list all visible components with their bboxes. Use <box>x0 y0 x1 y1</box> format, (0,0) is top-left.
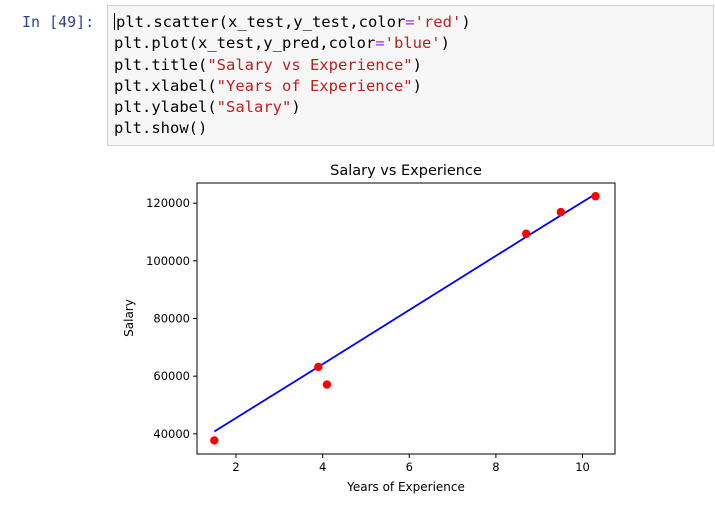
scatter-point <box>522 229 531 238</box>
code-line: plt.xlabel("Years of Experience") <box>114 77 422 95</box>
cell-output: Salary vs Experience 40000 60000 80000 1000… <box>107 150 667 500</box>
code-token: plt.show() <box>114 119 208 138</box>
code-token: = <box>375 34 385 53</box>
code-token: plt.plot(x_test,y_pred,color <box>114 34 376 53</box>
y-axis-label: Salary <box>122 299 136 337</box>
scatter-point <box>210 436 219 445</box>
regression-line-path <box>213 193 596 433</box>
code-editor[interactable]: plt.scatter(x_test,y_test,color='red') p… <box>114 12 471 140</box>
plot-frame <box>196 182 616 455</box>
text-cursor <box>114 13 115 30</box>
code-line: plt.plot(x_test,y_pred,color='blue') <box>114 34 450 52</box>
cell-prompt: In [49]: <box>22 13 95 31</box>
code-line: plt.title("Salary vs Experience") <box>114 56 422 74</box>
x-axis: 2 4 6 8 10 <box>232 454 590 474</box>
x-axis-label: Years of Experience <box>346 480 465 494</box>
code-token: ) <box>412 55 422 74</box>
y-tick-label: 80000 <box>153 312 190 326</box>
code-line: plt.show() <box>114 119 207 137</box>
code-token: plt.scatter(x_test,y_test,color <box>116 13 406 31</box>
code-token: plt.xlabel( <box>114 76 217 95</box>
code-token: 'blue' <box>384 34 441 53</box>
scatter-point <box>556 207 566 217</box>
code-token: plt.title( <box>114 55 208 74</box>
x-tick-label: 8 <box>492 460 499 474</box>
y-tick-label: 60000 <box>153 369 190 383</box>
code-token: "Salary" <box>216 98 292 117</box>
x-tick-label: 2 <box>232 460 239 474</box>
scatter-point <box>314 362 323 372</box>
y-axis: 40000 60000 80000 100000 120000 <box>146 196 197 441</box>
code-token: 'red' <box>414 13 462 31</box>
code-token: ) <box>461 13 471 31</box>
code-token: ) <box>440 34 450 53</box>
code-cell[interactable]: plt.scatter(x_test,y_test,color='red') p… <box>107 5 714 146</box>
code-line: plt.scatter(x_test,y_test,color='red') <box>114 13 471 31</box>
y-tick-label: 100000 <box>146 254 190 268</box>
code-line: plt.ylabel("Salary") <box>114 98 301 116</box>
regression-line <box>213 193 596 433</box>
scatter-chart: Salary vs Experience 40000 60000 80000 1000… <box>107 150 667 500</box>
code-token: ) <box>291 98 301 117</box>
code-token: plt.ylabel( <box>114 98 217 117</box>
x-tick-label: 4 <box>319 460 326 474</box>
x-tick-label: 6 <box>406 460 413 474</box>
code-token: = <box>405 13 415 31</box>
code-token: "Salary vs Experience" <box>207 55 413 74</box>
code-token: "Years of Experience" <box>216 76 413 95</box>
x-tick-label: 10 <box>575 460 590 474</box>
chart-title: Salary vs Experience <box>330 163 482 179</box>
y-tick-label: 40000 <box>153 427 190 441</box>
code-token: ) <box>412 76 422 95</box>
scatter-point <box>322 380 332 389</box>
scatter-points <box>210 192 600 445</box>
scatter-point <box>591 192 600 201</box>
y-tick-label: 120000 <box>146 196 190 210</box>
